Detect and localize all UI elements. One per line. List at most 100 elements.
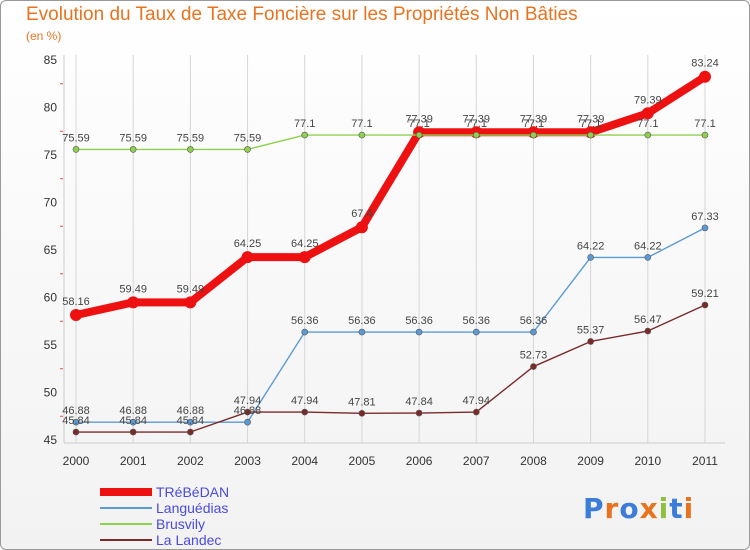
legend-label: Brusvily: [156, 516, 206, 532]
data-label: 55.37: [577, 324, 605, 336]
data-point: [358, 131, 366, 139]
data-label: 52.73: [520, 350, 548, 362]
data-point: [187, 146, 194, 153]
legend-swatch: [100, 523, 152, 525]
y-tick-label: 55: [44, 338, 58, 352]
y-tick-label: 75: [44, 148, 58, 162]
data-point: [241, 251, 254, 264]
data-label: 45.84: [62, 415, 90, 427]
data-point: [472, 131, 480, 139]
chart-subtitle: (en %): [26, 29, 62, 43]
data-point: [129, 146, 137, 153]
data-point: [187, 428, 194, 436]
data-point: [699, 70, 711, 83]
data-point: [415, 131, 423, 139]
data-point: [530, 328, 537, 336]
data-label: 56.36: [520, 315, 548, 327]
series-line: [75, 227, 706, 423]
y-tick-label: 70: [44, 196, 58, 210]
x-tick-label: 2011: [692, 454, 718, 468]
data-label: 77.1: [523, 118, 544, 130]
x-tick-label: 2008: [520, 454, 547, 468]
y-tick-label: 80: [44, 101, 58, 115]
data-label: 47.84: [405, 396, 433, 408]
data-point: [72, 428, 80, 436]
series-line: [72, 72, 709, 319]
data-point: [187, 418, 194, 426]
logo-letter: P: [583, 492, 605, 525]
data-label: 75.59: [234, 132, 262, 144]
data-point: [358, 410, 366, 417]
data-label: 77.1: [637, 118, 658, 130]
legend-swatch: [100, 507, 152, 509]
data-label: 77.1: [294, 118, 315, 130]
x-tick-label: 2002: [177, 454, 204, 468]
data-label: 83.24: [691, 58, 719, 70]
data-label: 59.49: [177, 283, 205, 295]
legend-label: Languédias: [156, 500, 229, 516]
data-point: [301, 408, 309, 416]
y-tick-label: 65: [44, 243, 58, 257]
data-point: [415, 409, 423, 417]
x-tick-label: 2004: [291, 454, 318, 468]
data-label: 64.25: [291, 238, 319, 250]
y-tick-label: 45: [44, 433, 58, 447]
data-point: [129, 428, 137, 436]
data-label: 47.94: [234, 395, 262, 407]
data-label: 77.1: [351, 118, 372, 130]
data-point: [301, 328, 309, 336]
logo-letter: i: [683, 492, 695, 525]
data-label: 46.88: [234, 405, 262, 417]
axes: 45 50 55 60 65 70 75 80 85 2000 2001 2002 2003 2004 20…: [44, 53, 725, 468]
data-label: 45.84: [177, 415, 205, 427]
y-tick-label: 50: [44, 386, 58, 400]
data-label: 47.81: [348, 396, 376, 408]
data-point: [244, 418, 251, 426]
x-tick-label: 2006: [406, 454, 433, 468]
data-label: 75.59: [177, 132, 205, 144]
data-label: 64.25: [234, 238, 262, 250]
data-label: 56.36: [405, 315, 433, 327]
proxiti-logo: Proxiti: [583, 492, 694, 525]
series-layer: [70, 70, 711, 436]
logo-letter: o: [619, 492, 640, 525]
data-point: [70, 308, 82, 321]
series-line: [75, 134, 706, 151]
data-point: [129, 418, 137, 426]
data-label: 46.88: [177, 405, 205, 417]
data-point: [127, 296, 140, 309]
data-point: [587, 338, 594, 345]
data-point: [72, 418, 80, 426]
data-label: 58.16: [62, 296, 90, 308]
legend-item: Languédias: [100, 500, 229, 516]
data-label: 77.39: [577, 113, 605, 125]
data-label: 64.22: [577, 240, 605, 252]
legend-item: Brusvily: [100, 516, 229, 532]
data-label: 75.59: [119, 132, 147, 144]
data-label: 59.21: [691, 288, 719, 300]
legend-item: TRéBéDAN: [100, 484, 229, 500]
logo-letter: t: [669, 492, 684, 525]
data-label: 77.1: [466, 118, 487, 130]
data-label: 47.94: [291, 395, 319, 407]
data-point: [415, 328, 423, 336]
data-point: [701, 301, 709, 309]
legend-label: La Landec: [156, 532, 222, 548]
data-label: 77.39: [405, 113, 433, 125]
data-point: [644, 131, 652, 139]
series-line: [75, 304, 706, 433]
data-point: [301, 131, 309, 139]
legend-item: La Landec: [100, 532, 229, 548]
chart-title: Evolution du Taux de Taxe Foncière sur l…: [26, 4, 578, 25]
x-tick-label: 2010: [634, 454, 661, 468]
x-tick-label: 2009: [577, 454, 604, 468]
data-label: 59.49: [119, 283, 147, 295]
data-point: [184, 296, 197, 309]
data-label: 75.59: [62, 132, 90, 144]
logo-letter: x: [639, 492, 659, 525]
logo-letter: i: [658, 492, 670, 525]
data-label: 67.4: [351, 208, 372, 220]
x-tick-label: 2001: [120, 454, 147, 468]
y-tick-label: 60: [44, 291, 58, 305]
